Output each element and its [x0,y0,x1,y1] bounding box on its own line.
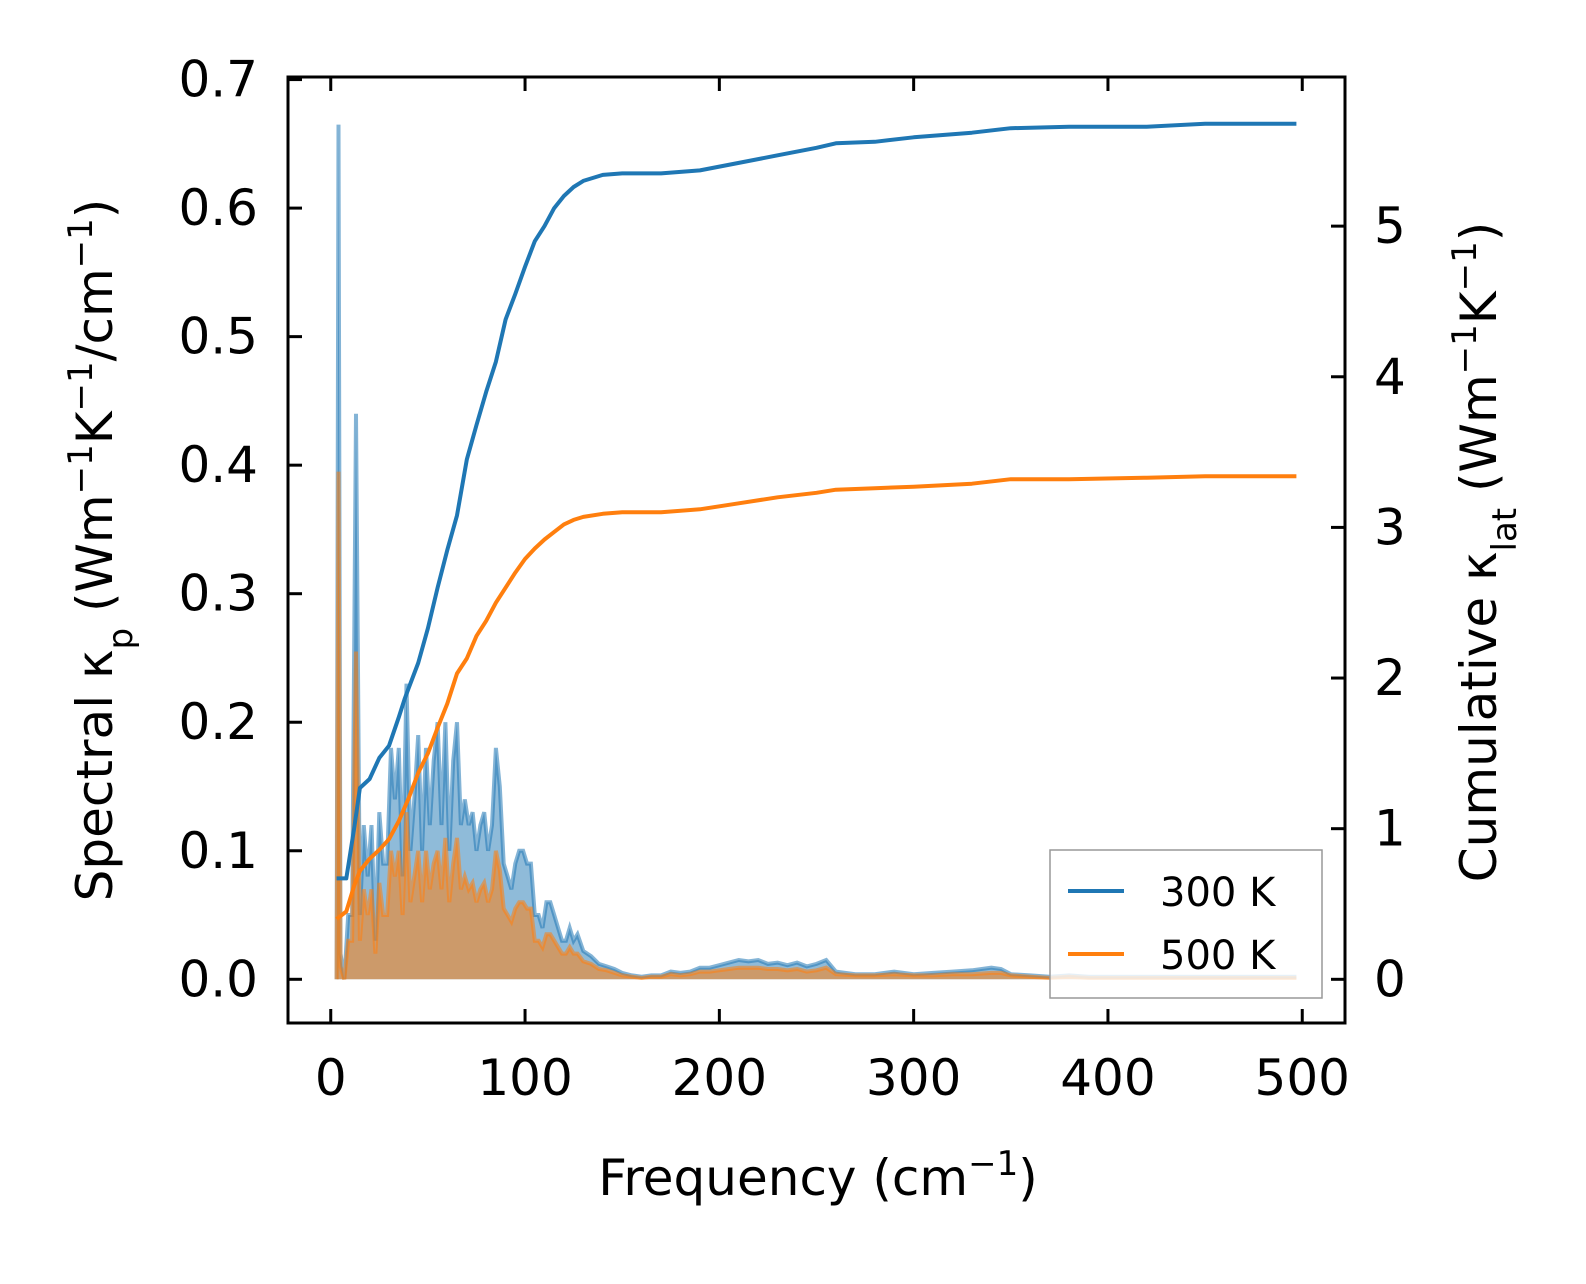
cumulative-line-300k [336,121,1297,881]
spectral-line-500k [334,471,1297,981]
x-tick-label: 200 [672,1049,767,1107]
y-right-tick-label: 4 [1374,348,1406,406]
legend-frame [1049,849,1323,999]
x-tick-label: 300 [866,1049,961,1107]
cumulative-line-500k [335,474,1297,921]
legend-label-500k: 500 K [1160,933,1277,979]
y-right-tick-label: 1 [1374,800,1406,858]
y-right-tick-label: 3 [1374,498,1406,556]
y-right-tick-label: 5 [1374,197,1406,255]
legend: 300 K 500 K [1049,849,1323,999]
y-left-tick-label: 0.5 [178,308,258,366]
x-tick-label: 400 [1060,1049,1155,1107]
y-left-tick-label: 0.3 [178,565,258,623]
axes: 0 100 200 300 400 500 0.0 0.1 0.2 0.3 0.4 0.5 0.6 0.7… [178,51,1405,1107]
plot-area [334,121,1297,981]
y-left-tick-label: 0.2 [178,693,258,751]
x-axis-label: Frequency (cm−1) [598,1144,1038,1207]
y-right-tick-label: 2 [1374,649,1406,707]
legend-label-300k: 300 K [1160,870,1277,916]
x-tick-label: 0 [315,1049,347,1107]
y-left-tick-label: 0.1 [178,822,258,880]
y-left-tick-label: 0.6 [178,179,258,237]
y-left-tick-label: 0.0 [178,950,258,1008]
x-tick-label: 500 [1255,1049,1350,1107]
y-axis-left-label: Spectral κp (Wm−1K−1/cm−1) [61,199,141,902]
y-axis-right-label: Cumulative κlat (Wm−1K−1) [1445,222,1525,882]
y-left-tick-label: 0.7 [178,51,258,109]
axes-frame [286,75,1347,1025]
y-left-tick-label: 0.4 [178,436,258,494]
spectral-fill-500k [336,471,1297,980]
y-right-tick-label: 0 [1374,950,1406,1008]
x-tick-label: 100 [477,1049,572,1107]
